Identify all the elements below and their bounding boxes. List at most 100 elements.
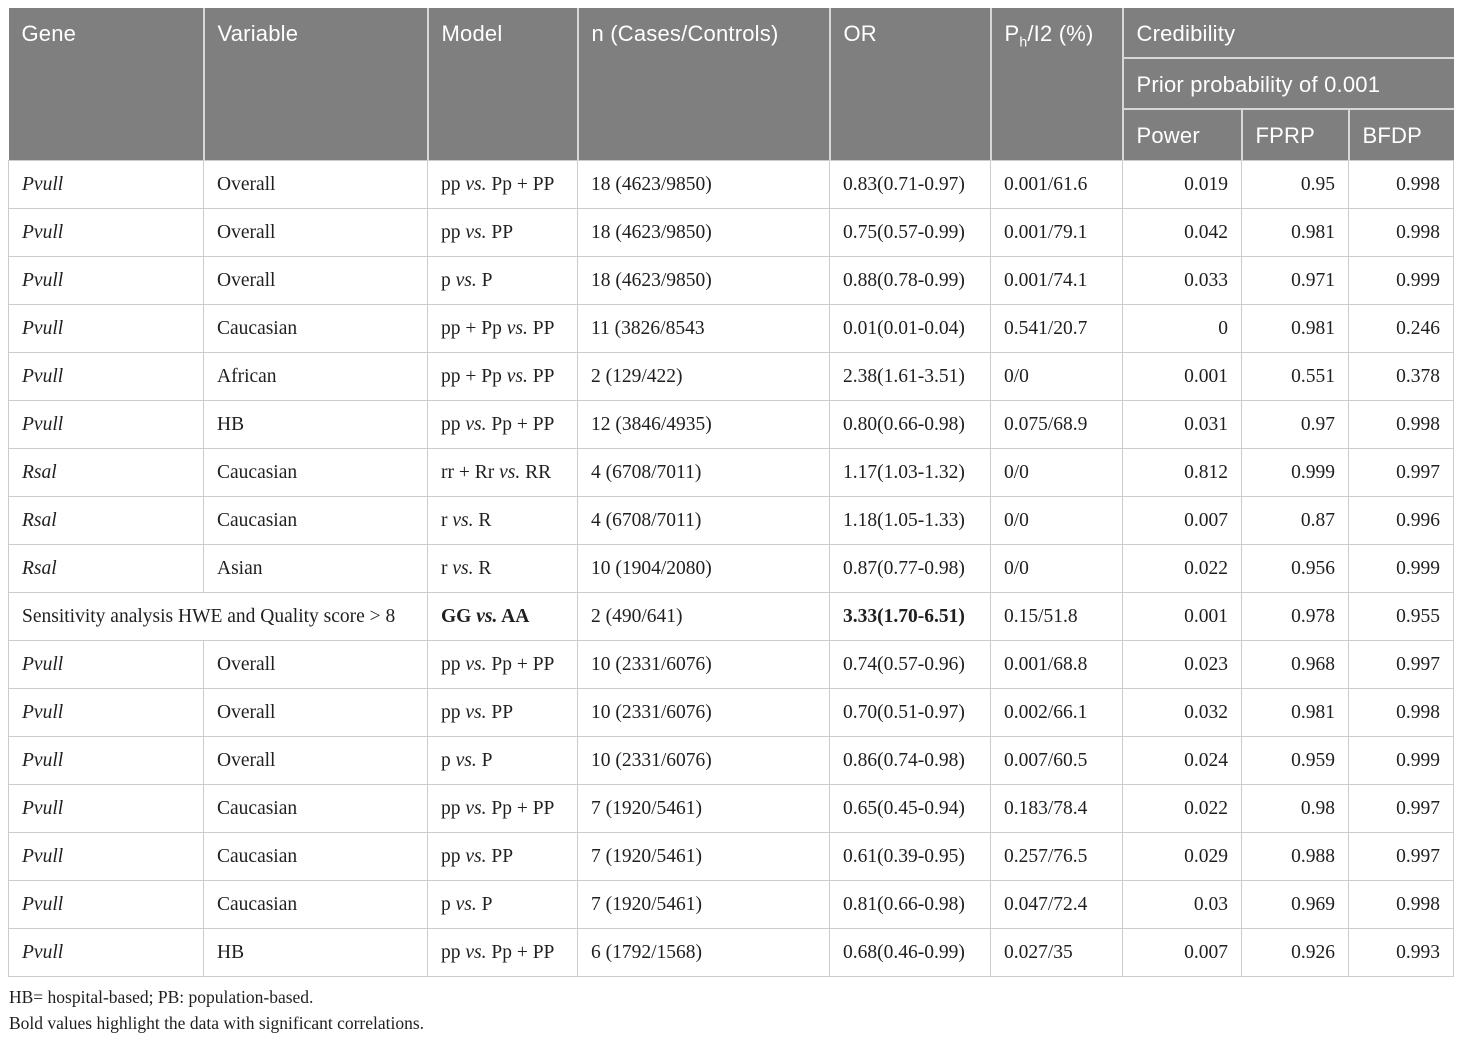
- power-cell: 0.023: [1122, 640, 1242, 689]
- model-cell: r vs. R: [427, 544, 578, 593]
- model-text: AA: [497, 605, 530, 627]
- gene-cell: Rsal: [8, 544, 204, 593]
- model-cell: pp vs. Pp + PP: [427, 160, 578, 209]
- model-text: Pp + PP: [486, 941, 555, 963]
- footnotes: HB= hospital-based; PB: population-based…: [8, 977, 1452, 1036]
- gene-cell: Pvull: [8, 832, 204, 881]
- fprp-cell: 0.981: [1241, 304, 1349, 353]
- ph-i2-cell: 0.002/66.1: [990, 688, 1123, 737]
- or-cell: 0.81(0.66-0.98): [829, 880, 991, 929]
- ph-i2-cell: 0.001/61.6: [990, 160, 1123, 209]
- power-cell: 0.042: [1122, 208, 1242, 257]
- model-text: r: [441, 557, 453, 579]
- variable-cell: Caucasian: [203, 784, 428, 833]
- fprp-cell: 0.971: [1241, 256, 1349, 305]
- gene-cell: Pvull: [8, 160, 204, 209]
- gene-cell: Rsal: [8, 448, 204, 497]
- ph-i2-cell: 0/0: [990, 496, 1123, 545]
- or-cell: 0.87(0.77-0.98): [829, 544, 991, 593]
- model-text: R: [473, 509, 492, 531]
- ph-i2-cell: 0/0: [990, 352, 1123, 401]
- ph-i2-cell: 0/0: [990, 544, 1123, 593]
- model-text: pp: [441, 173, 466, 195]
- ph-i2-cell: 0.075/68.9: [990, 400, 1123, 449]
- variable-cell: HB: [203, 400, 428, 449]
- model-text: pp + Pp: [441, 365, 507, 387]
- vs-label: vs.: [506, 365, 528, 387]
- vs-label: vs.: [476, 605, 498, 627]
- col-header-model: Model: [427, 8, 579, 161]
- fprp-cell: 0.98: [1241, 784, 1349, 833]
- model-text: pp: [441, 413, 466, 435]
- ph-i2-cell: 0.001/68.8: [990, 640, 1123, 689]
- vs-label: vs.: [455, 749, 477, 771]
- or-cell: 0.83(0.71-0.97): [829, 160, 991, 209]
- ph-i2-cell: 0/0: [990, 448, 1123, 497]
- or-cell: 0.74(0.57-0.96): [829, 640, 991, 689]
- table-row: Pvull Overall pp vs. Pp + PP 18 (4623/9850)…: [8, 160, 1454, 209]
- col-header-ph: Ph/I2 (%): [990, 8, 1124, 161]
- model-cell: pp vs. PP: [427, 688, 578, 737]
- power-cell: 0.024: [1122, 736, 1242, 785]
- bfdp-cell: 0.998: [1348, 400, 1454, 449]
- vs-label: vs.: [465, 941, 487, 963]
- power-cell: 0.001: [1122, 592, 1242, 641]
- ph-i2-cell: 0.257/76.5: [990, 832, 1123, 881]
- gene-cell: Pvull: [8, 880, 204, 929]
- table-row: Pvull African pp + Pp vs. PP 2 (129/422) 2.3…: [8, 352, 1454, 401]
- n-cases-controls-cell: 11 (3826/8543: [577, 304, 830, 353]
- model-text: pp: [441, 845, 466, 867]
- model-text: Pp + PP: [486, 413, 555, 435]
- bfdp-cell: 0.997: [1348, 784, 1454, 833]
- fprp-cell: 0.551: [1241, 352, 1349, 401]
- n-cases-controls-cell: 6 (1792/1568): [577, 928, 830, 977]
- model-text: R: [473, 557, 492, 579]
- table-row: Pvull Caucasian pp vs. PP 7 (1920/5461) 0.61…: [8, 832, 1454, 881]
- table-row: Pvull Overall p vs. P 18 (4623/9850) 0.88(0.…: [8, 256, 1454, 305]
- vs-label: vs.: [465, 701, 487, 723]
- n-cases-controls-cell: 10 (1904/2080): [577, 544, 830, 593]
- model-cell: GG vs. AA: [427, 592, 578, 641]
- ph-i2-cell: 0.15/51.8: [990, 592, 1123, 641]
- model-text: r: [441, 509, 453, 531]
- n-cases-controls-cell: 18 (4623/9850): [577, 160, 830, 209]
- fprp-cell: 0.969: [1241, 880, 1349, 929]
- model-text: pp: [441, 221, 466, 243]
- bfdp-cell: 0.378: [1348, 352, 1454, 401]
- table-row: Pvull Overall p vs. P 10 (2331/6076) 0.86(0.…: [8, 736, 1454, 785]
- fprp-cell: 0.95: [1241, 160, 1349, 209]
- n-cases-controls-cell: 18 (4623/9850): [577, 256, 830, 305]
- vs-label: vs.: [452, 509, 474, 531]
- or-cell: 0.80(0.66-0.98): [829, 400, 991, 449]
- or-cell: 3.33(1.70-6.51): [829, 592, 991, 641]
- or-cell: 0.88(0.78-0.99): [829, 256, 991, 305]
- bfdp-cell: 0.955: [1348, 592, 1454, 641]
- footnote-bold-note: Bold values highlight the data with sign…: [9, 1013, 425, 1033]
- bfdp-cell: 0.999: [1348, 544, 1454, 593]
- fprp-cell: 0.926: [1241, 928, 1349, 977]
- fprp-cell: 0.988: [1241, 832, 1349, 881]
- col-header-bfdp: BFDP: [1348, 109, 1454, 161]
- gene-cell: Pvull: [8, 208, 204, 257]
- vs-label: vs.: [506, 317, 528, 339]
- or-cell: 0.61(0.39-0.95): [829, 832, 991, 881]
- bfdp-cell: 0.993: [1348, 928, 1454, 977]
- vs-label: vs.: [465, 221, 487, 243]
- variable-cell: Caucasian: [203, 880, 428, 929]
- gene-cell: Pvull: [8, 928, 204, 977]
- bfdp-cell: 0.999: [1348, 736, 1454, 785]
- gene-cell: Pvull: [8, 304, 204, 353]
- table-body: Pvull Overall pp vs. Pp + PP 18 (4623/9850)…: [8, 160, 1454, 977]
- bfdp-cell: 0.998: [1348, 160, 1454, 209]
- or-cell: 0.75(0.57-0.99): [829, 208, 991, 257]
- or-cell: 0.86(0.74-0.98): [829, 736, 991, 785]
- model-text: GG: [441, 605, 477, 627]
- ph-i2-cell: 0.183/78.4: [990, 784, 1123, 833]
- bfdp-cell: 0.997: [1348, 640, 1454, 689]
- model-text: Pp + PP: [486, 797, 555, 819]
- n-cases-controls-cell: 4 (6708/7011): [577, 448, 830, 497]
- or-cell: 0.70(0.51-0.97): [829, 688, 991, 737]
- table-row: Pvull Caucasian pp vs. Pp + PP 7 (1920/5461…: [8, 784, 1454, 833]
- gene-cell: Pvull: [8, 784, 204, 833]
